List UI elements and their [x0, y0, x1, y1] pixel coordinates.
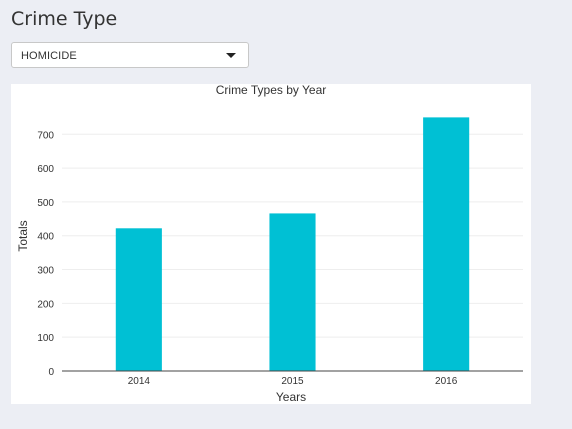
page-title: Crime Type — [11, 8, 118, 30]
bar-2014[interactable] — [115, 228, 162, 371]
x-tick-label: 2016 — [435, 376, 458, 387]
y-axis-label: Totals — [16, 220, 30, 251]
y-tick-label: 400 — [37, 232, 54, 243]
y-tick-label: 0 — [48, 367, 54, 378]
y-tick-label: 300 — [37, 266, 54, 277]
y-tick-label: 100 — [37, 333, 54, 344]
y-tick-label: 700 — [37, 130, 54, 141]
chart-panel: 0 100 200 300 400 500 600 700 2014 2015 2016 Crime… — [11, 84, 531, 404]
y-tick-label: 600 — [37, 164, 54, 175]
bar-2015[interactable] — [269, 213, 316, 371]
chart-title: Crime Types by Year — [216, 84, 327, 97]
x-tick-label: 2015 — [281, 376, 304, 387]
y-tick-label: 200 — [37, 299, 54, 310]
caret-down-icon[interactable] — [226, 53, 236, 58]
bar-2016[interactable] — [423, 117, 470, 371]
crime-type-select[interactable]: HOMICIDE — [11, 42, 249, 68]
crime-type-select-value: HOMICIDE — [21, 50, 77, 62]
y-tick-label: 500 — [37, 198, 54, 209]
x-axis-label: Years — [276, 390, 306, 404]
crime-types-bar-chart: 0 100 200 300 400 500 600 700 2014 2015 2016 Crime… — [16, 84, 523, 404]
x-tick-label: 2014 — [128, 376, 151, 387]
